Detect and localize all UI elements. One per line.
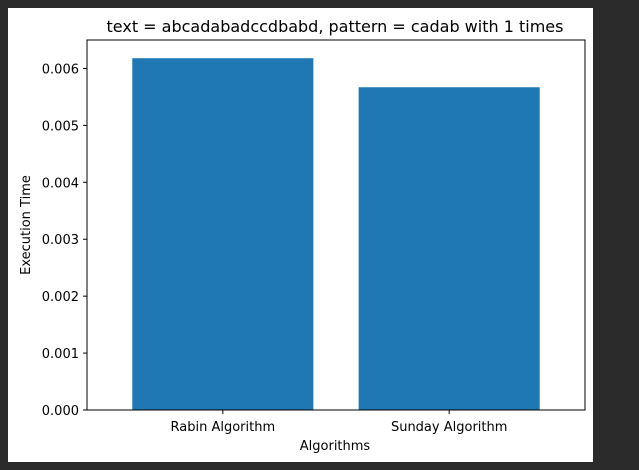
x-axis-ticks: Rabin Algorithm Sunday Algorithm [171,410,507,435]
y-tick-label: 0.006 [42,62,79,77]
x-tick-label: Rabin Algorithm [171,420,276,435]
y-axis-ticks: 0.000 0.001 0.002 0.003 0.004 0.005 0.006 [42,62,87,419]
chart-figure: text = abcadabadccdbabd, pattern = cadab… [8,8,593,462]
x-axis-label: Algorithms [300,439,371,454]
y-tick-label: 0.001 [42,347,79,362]
bar-1 [358,87,540,410]
y-tick-label: 0.002 [42,290,79,305]
bar-chart: text = abcadabadccdbabd, pattern = cadab… [19,17,586,454]
plot-frame [86,39,586,411]
y-tick-label: 0.000 [42,404,79,419]
bars [132,58,540,410]
y-tick-label: 0.005 [42,119,79,134]
bar-0 [132,58,314,410]
y-tick-label: 0.003 [42,233,79,248]
y-tick-label: 0.004 [42,176,79,191]
chart-title: text = abcadabadccdbabd, pattern = cadab… [107,17,564,36]
x-tick-label: Sunday Algorithm [391,420,507,435]
y-axis-label: Execution Time [19,175,34,275]
